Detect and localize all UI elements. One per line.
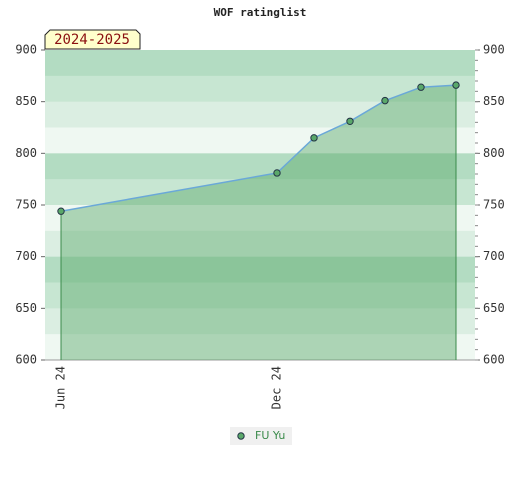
background-band xyxy=(45,75,475,103)
marker xyxy=(273,169,281,177)
background-band xyxy=(45,308,475,335)
chart-title: WOF ratinglist xyxy=(214,6,307,19)
background-band xyxy=(45,256,475,283)
y2-tick-label: 800 xyxy=(483,146,505,160)
y-tick-label: 750 xyxy=(15,198,37,212)
background-band xyxy=(45,127,475,154)
y-tick-label: 850 xyxy=(15,94,37,108)
marker xyxy=(417,83,425,91)
y-tick-label: 600 xyxy=(15,353,37,367)
area xyxy=(61,85,456,360)
y-tick-label: 700 xyxy=(15,249,37,263)
y2-tick-label: 900 xyxy=(483,43,505,57)
legend-label: FU Yu xyxy=(255,429,285,442)
marker xyxy=(57,207,65,215)
background-band xyxy=(45,282,475,309)
annotation: 2024-2025 xyxy=(54,32,130,48)
y2-tick-label: 700 xyxy=(483,249,505,263)
y-tick-label: 800 xyxy=(15,146,37,160)
background-band xyxy=(45,50,475,77)
background-band xyxy=(45,230,475,258)
y2-tick-label: 850 xyxy=(483,94,505,108)
marker xyxy=(381,96,389,105)
x-tick-label: Jun 24 xyxy=(54,366,68,409)
x-tick-label: Dec 24 xyxy=(270,366,284,409)
y2-tick-label: 600 xyxy=(483,353,505,367)
legend-marker xyxy=(237,432,245,440)
background-band xyxy=(45,205,475,232)
marker xyxy=(310,134,318,142)
marker xyxy=(346,117,354,126)
legend-box xyxy=(230,427,292,445)
background-band xyxy=(45,334,475,361)
y-tick-label: 900 xyxy=(15,43,37,57)
y2-tick-label: 650 xyxy=(483,301,505,315)
annotation-box xyxy=(44,29,141,50)
marker xyxy=(452,81,460,89)
y-tick-label: 650 xyxy=(15,301,37,315)
background-band xyxy=(45,101,475,128)
y2-tick-label: 750 xyxy=(483,198,505,212)
